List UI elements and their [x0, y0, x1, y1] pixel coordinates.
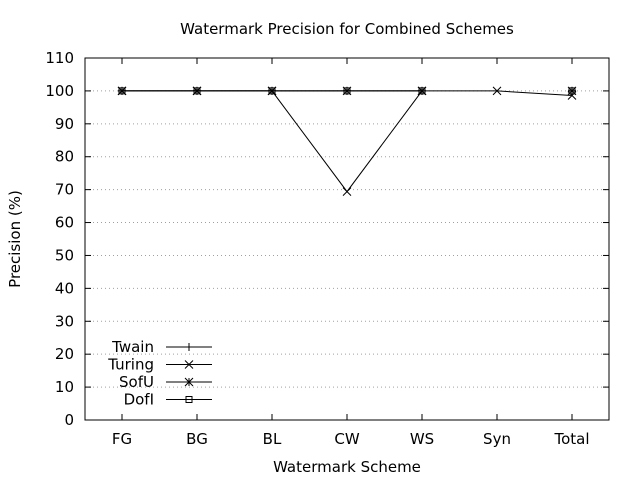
y-tick-label: 0	[64, 411, 74, 429]
x-tick-label: Total	[553, 430, 589, 448]
legend-marker-turing	[184, 360, 194, 369]
y-tick-label: 10	[55, 378, 74, 396]
point-sofu	[567, 86, 577, 96]
legend-label-twain: Twain	[111, 338, 154, 356]
x-tick-label: BG	[186, 430, 208, 448]
point-turing	[342, 187, 352, 196]
y-axis-label: Precision (%)	[6, 190, 24, 288]
y-tick-label: 70	[55, 181, 74, 199]
plot-frame	[84, 57, 610, 421]
point-dofi	[268, 87, 276, 95]
x-tick-label: BL	[263, 430, 282, 448]
y-tick-label: 20	[55, 345, 74, 363]
legend-label-turing: Turing	[107, 356, 154, 374]
x-tick-label: WS	[410, 430, 434, 448]
point-sofu	[192, 86, 202, 96]
x-axis-label: Watermark Scheme	[273, 458, 421, 476]
point-dofi	[568, 87, 576, 95]
y-tick-label: 60	[55, 214, 74, 232]
x-tick-label: CW	[334, 430, 359, 448]
point-sofu	[417, 86, 427, 96]
point-dofi	[418, 87, 426, 95]
axis-ticks: 0 10 20 30 40 50 60 70 80 90 100 110 FG BG BL CW WS Syn To…	[45, 49, 609, 448]
legend-label-sofu: SofU	[119, 373, 154, 391]
point-dofi	[193, 87, 201, 95]
series-line-turing	[122, 90, 573, 193]
grid	[85, 90, 609, 388]
y-tick-label: 80	[55, 148, 74, 166]
y-tick-label: 100	[45, 82, 74, 100]
y-tick-label: 40	[55, 279, 74, 297]
legend-marker-dofi	[185, 396, 193, 403]
x-tick-label: Syn	[483, 430, 511, 448]
legend-label-dofi: DofI	[124, 391, 154, 409]
y-tick-label: 110	[45, 49, 74, 67]
y-tick-label: 90	[55, 115, 74, 133]
x-tick-label: FG	[112, 430, 132, 448]
point-sofu	[117, 86, 127, 96]
point-sofu	[267, 86, 277, 96]
legend-marker-sofu	[184, 377, 194, 387]
point-sofu	[342, 86, 352, 96]
point-dofi	[343, 87, 351, 95]
chart-title: Watermark Precision for Combined Schemes	[180, 20, 514, 38]
point-turing	[492, 86, 502, 96]
y-tick-label: 30	[55, 312, 74, 330]
point-dofi	[118, 87, 126, 95]
legend-marker-twain	[185, 343, 193, 351]
y-tick-label: 50	[55, 246, 74, 264]
series-layer	[117, 86, 577, 196]
